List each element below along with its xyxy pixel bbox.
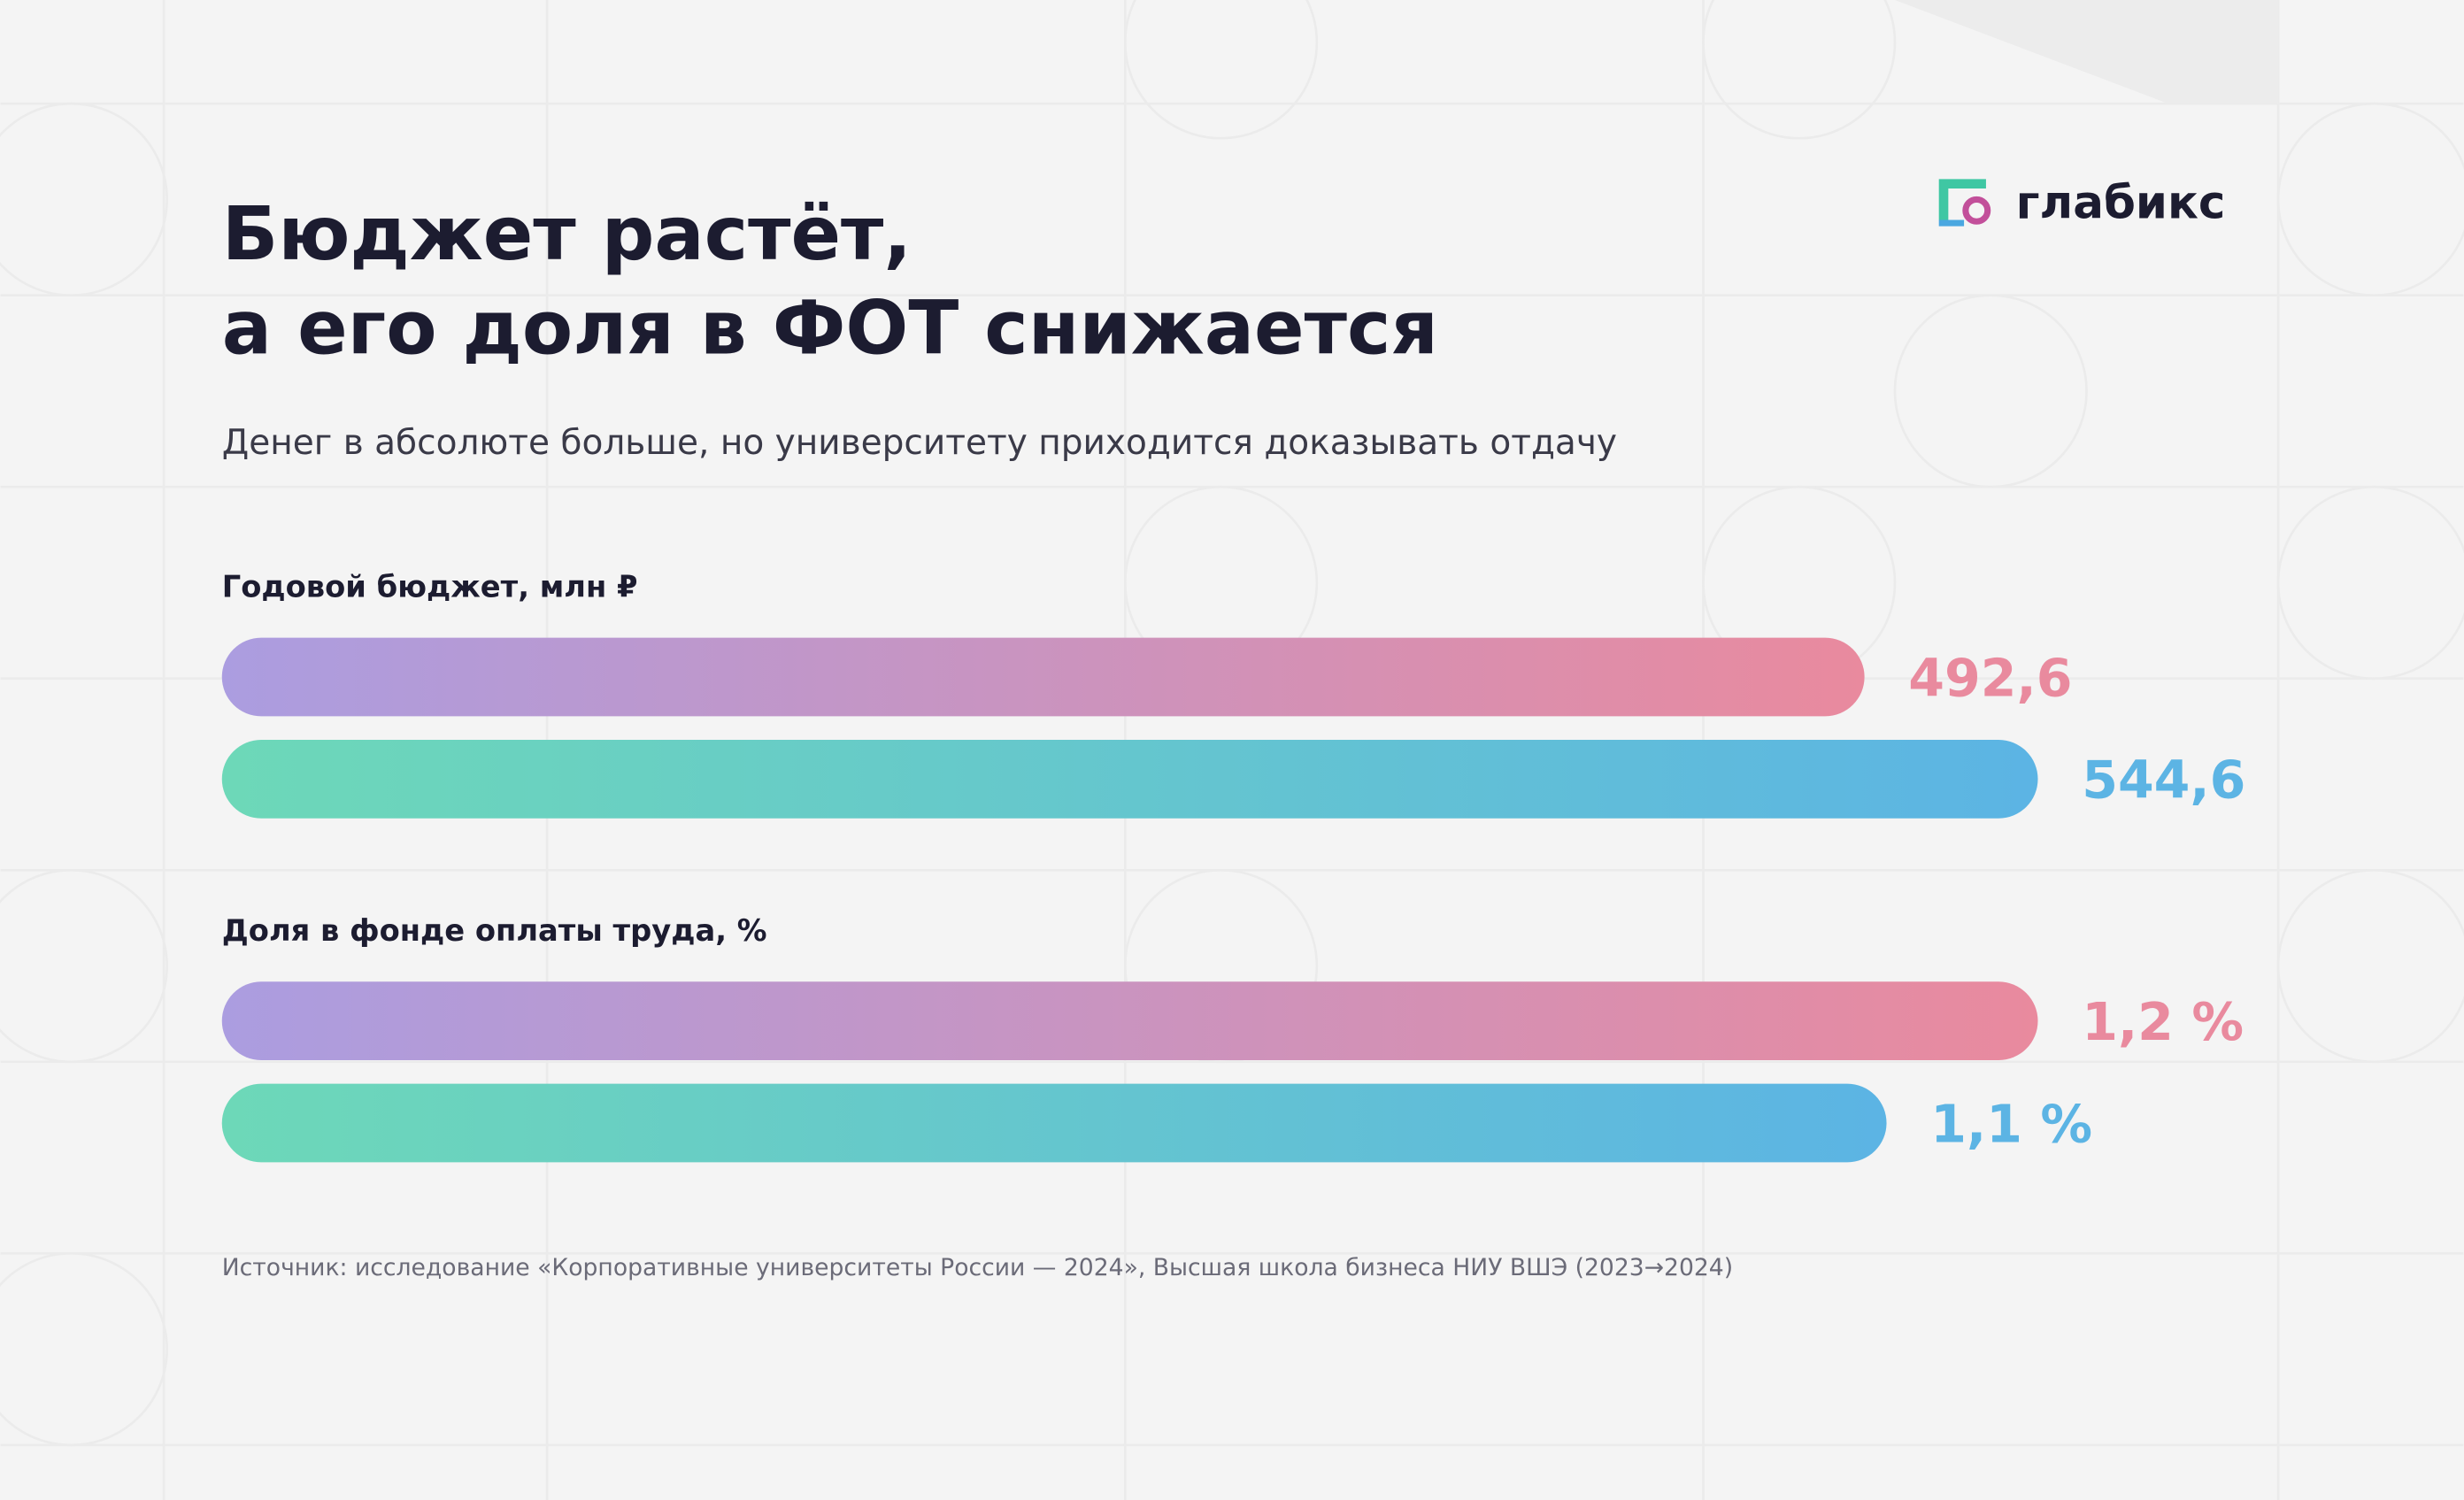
source: Источник: исследование «Корпоративные ун… bbox=[222, 1254, 1733, 1281]
bar bbox=[221, 981, 2038, 1061]
value-label: 1,2 % bbox=[2082, 992, 2244, 1052]
decor-shape bbox=[1894, 0, 2279, 104]
value-label: 492,6 bbox=[1908, 648, 2072, 708]
value-label: 544,6 bbox=[2082, 750, 2245, 811]
bar bbox=[221, 637, 1865, 717]
logo-text: глабикс bbox=[2016, 177, 2226, 230]
title-line: Бюджет растёт, bbox=[222, 191, 912, 277]
bar bbox=[221, 1083, 1887, 1163]
bar bbox=[221, 739, 2038, 819]
value-label: 1,1 % bbox=[1930, 1094, 2092, 1154]
title-line: а его доля в ФОТ снижается bbox=[222, 285, 1438, 371]
panel-title: Годовой бюджет, млн ₽ bbox=[222, 569, 638, 604]
logo-icon bbox=[1938, 179, 1991, 227]
panel-title: Доля в фонде оплаты труда, % bbox=[222, 913, 767, 948]
subtitle: Денег в абсолюте больше, но университету… bbox=[222, 423, 1617, 463]
